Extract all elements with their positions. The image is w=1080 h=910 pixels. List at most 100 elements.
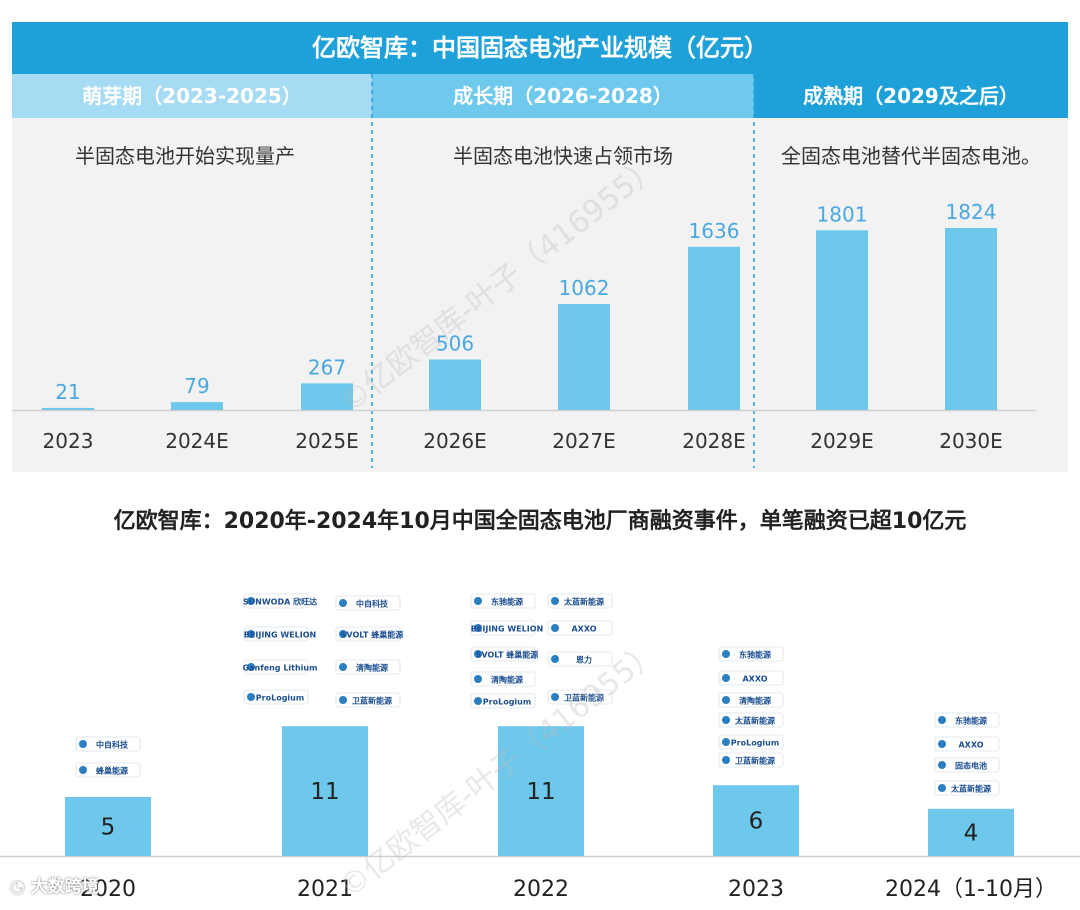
phase-bar-mature [754,74,1068,118]
footer-brand-icon: ◔ [10,877,25,897]
bar-2024 [928,808,1014,856]
logo-2024-1: AXXO [934,736,1000,752]
svg-text:ProLogium: ProLogium [731,739,779,748]
bar-2026E [429,359,481,410]
logo-2021-2: BEIJING WELION [243,626,316,642]
logo-2021-4: Ganfeng Lithium [243,659,318,675]
logo-2020-0: 中自科技 [75,736,141,752]
svg-text:BEIJING WELION: BEIJING WELION [244,631,316,640]
svg-text:太蓝新能源: 太蓝新能源 [734,716,775,726]
x-tick-2024: 2024（1-10月） [885,877,1057,902]
x-tick-2028E: 2028E [682,429,746,453]
logo-2023-3: 太蓝新能源 [718,712,784,728]
svg-text:ProLogium: ProLogium [256,694,304,703]
phase-bar-growth [372,74,754,118]
phase-label-sprout: 萌芽期（2023-2025） [82,84,302,108]
logo-2022-5: 恩力 [547,651,613,667]
logo-2024-0: 东驰能源 [934,712,1000,728]
x-tick-2020: 2020 [80,877,136,902]
financing-events-chart: 5 2020 11 2021 11 2022 6 2023 4 2024（1-10月） 中自科技蜂… [0,490,1080,906]
x-tick-2022: 2022 [513,877,569,902]
phase-subtitle-growth: 半固态电池快速占领市场 [453,144,673,168]
phase-bar-sprout [12,74,372,118]
logo-2022-1: 太蓝新能源 [547,593,613,609]
svg-text:固态电池: 固态电池 [955,761,987,771]
value-label-2028E: 1636 [689,219,740,243]
bar-2023 [713,785,799,856]
svg-text:BEIJING WELION: BEIJING WELION [471,625,543,634]
bar-2023 [42,407,94,410]
svg-text:卫蓝新能源: 卫蓝新能源 [564,693,604,703]
bar-2025E [301,383,353,410]
logo-2021-1: 中自科技 [335,595,401,611]
svg-text:清陶能源: 清陶能源 [739,696,771,706]
svg-text:Ganfeng Lithium: Ganfeng Lithium [243,664,318,673]
x-tick-2029E: 2029E [810,429,874,453]
logo-2024-3: 太蓝新能源 [934,780,1000,796]
value-label-2023: 6 [749,809,764,835]
svg-text:卫蓝新能源: 卫蓝新能源 [735,756,775,766]
chart-panel-background [12,118,1068,472]
bar-2022 [498,726,584,856]
svg-text:SUNWODA 欣旺达: SUNWODA 欣旺达 [243,597,317,607]
x-tick-2024E: 2024E [165,429,229,453]
footer-brand-text: 大数跨境 [30,877,99,897]
value-label-2029E: 1801 [817,202,868,226]
logo-2022-4: SVOLT 蜂巢能源 [470,646,539,662]
value-label-2023: 21 [55,380,80,404]
logo-2021-5: 清陶能源 [335,659,401,675]
logo-2023-0: 东驰能源 [718,646,784,662]
bar-2020 [65,797,151,856]
logo-2022-3: AXXO [547,620,613,636]
svg-text:太蓝新能源: 太蓝新能源 [563,597,604,607]
x-tick-2023: 2023 [43,429,94,453]
financing-events-chart-svg: 5 2020 11 2021 11 2022 6 2023 4 2024（1-10月） 中自科技蜂… [0,593,1080,902]
x-tick-2021: 2021 [297,877,353,902]
svg-text:恩力: 恩力 [576,655,592,665]
phase-label-growth: 成长期（2026-2028） [453,84,673,108]
phase-label-mature: 成熟期（2029及之后） [803,84,1019,108]
value-label-2021: 11 [310,779,339,805]
logo-2020-1: 蜂巢能源 [75,762,141,778]
market-size-chart: 亿欧智库：中国固态电池产业规模（亿元） 萌芽期（2023-2025） 成长期（2… [12,22,1068,472]
logo-2022-2: BEIJING WELION [470,620,543,636]
value-label-2020: 5 [101,815,116,841]
svg-text:东驰能源: 东驰能源 [739,650,771,660]
logo-2022-6: 清陶能源 [470,671,536,687]
x-tick-2026E: 2026E [423,429,487,453]
bottom-chart-title: 亿欧智库：2020年-2024年10月中国全固态电池厂商融资事件，单笔融资已超1… [113,509,967,534]
value-label-2024: 4 [964,820,979,846]
x-tick-2027E: 2027E [552,429,616,453]
chart-title: 亿欧智库：中国固态电池产业规模（亿元） [312,34,768,62]
svg-text:AXXO: AXXO [742,675,767,684]
svg-text:SVOLT 蜂巢能源: SVOLT 蜂巢能源 [476,650,539,660]
logo-2024-2: 固态电池 [934,757,1000,773]
svg-text:蜂巢能源: 蜂巢能源 [96,766,128,776]
logo-2021-0: SUNWODA 欣旺达 [243,593,317,609]
svg-text:SVOLT 蜂巢能源: SVOLT 蜂巢能源 [341,630,404,640]
value-label-2025E: 267 [308,355,346,379]
bar-2027E [558,304,610,410]
bar-2021 [282,726,368,856]
logo-2023-4: ProLogium [718,734,784,750]
svg-text:中自科技: 中自科技 [356,599,389,609]
svg-text:AXXO: AXXO [958,741,983,750]
title-bar [12,22,1068,74]
value-label-2026E: 506 [436,332,474,356]
svg-text:卫蓝新能源: 卫蓝新能源 [352,696,392,706]
logo-2021-6: ProLogium [243,689,309,705]
bar-2029E [816,230,868,410]
logo-2022-8: 卫蓝新能源 [547,689,613,705]
svg-text:东驰能源: 东驰能源 [955,716,987,726]
logo-2023-2: 清陶能源 [718,692,784,708]
svg-text:清陶能源: 清陶能源 [356,663,388,673]
value-label-2030E: 1824 [946,200,997,224]
svg-text:AXXO: AXXO [571,625,596,634]
logo-2022-0: 东驰能源 [470,593,536,609]
bar-2030E [945,228,997,410]
bar-2024E [171,402,223,410]
phase-subtitle-mature: 全固态电池替代半固态电池。 [781,144,1041,168]
svg-text:中自科技: 中自科技 [96,740,129,750]
x-tick-2030E: 2030E [939,429,1003,453]
bar-2028E [688,246,740,410]
